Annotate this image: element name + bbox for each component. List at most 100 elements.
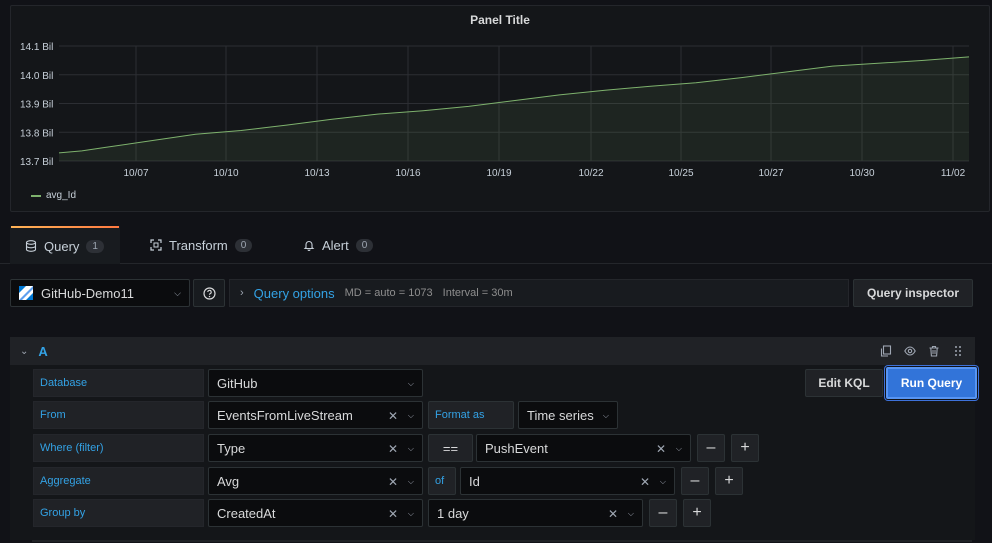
where-value-select[interactable]: PushEvent ✕ ⌵	[476, 434, 691, 462]
x-tick-label: 10/19	[486, 168, 511, 179]
group-by-interval-value: 1 day	[437, 505, 469, 521]
max-data-points: MD = auto = 1073	[344, 287, 433, 299]
x-tick-label: 10/16	[395, 168, 420, 179]
y-tick-label: 14.0 Bil	[20, 71, 53, 82]
x-tick-label: 10/13	[304, 168, 329, 179]
aggregate-select[interactable]: Avg ✕ ⌵	[208, 467, 423, 495]
remove-group-by-button[interactable]: –	[649, 499, 677, 527]
tab-transform-count: 0	[234, 238, 253, 252]
from-label: From	[33, 401, 204, 429]
add-group-by-button[interactable]: +	[683, 499, 711, 527]
tab-alert-label: Alert	[322, 237, 349, 253]
where-column-value: Type	[217, 440, 246, 456]
tab-transform[interactable]: Transform 0	[150, 226, 253, 264]
question-circle-icon	[202, 286, 216, 300]
where-value: PushEvent	[485, 440, 548, 456]
run-query-button[interactable]: Run Query	[886, 367, 977, 399]
chevron-down-icon: ⌵	[407, 411, 414, 420]
chevron-down-icon: ⌵	[627, 509, 634, 518]
of-label: of	[428, 467, 456, 495]
bell-icon	[303, 241, 315, 251]
legend-label-avg-id[interactable]: avg_Id	[46, 190, 77, 201]
transform-icon	[150, 239, 162, 251]
legend-swatch	[31, 194, 41, 197]
chevron-down-icon: ⌵	[675, 444, 682, 453]
tab-query[interactable]: Query 1	[10, 226, 120, 264]
x-tick-label: 10/30	[849, 168, 874, 179]
editor-bottom-border	[32, 540, 972, 542]
x-tick-label: 10/22	[578, 168, 603, 179]
interval-value: Interval = 30m	[442, 287, 513, 299]
of-column-select[interactable]: Id ✕ ⌵	[460, 467, 675, 495]
duplicate-icon[interactable]	[879, 344, 893, 358]
edit-kql-button[interactable]: Edit KQL	[805, 369, 883, 397]
add-aggregate-button[interactable]: +	[715, 467, 743, 495]
x-tick-label: 10/07	[123, 168, 148, 179]
chevron-down-icon: ⌵	[407, 444, 414, 453]
group-by-value: CreatedAt	[217, 505, 276, 521]
plus-icon: +	[724, 472, 734, 489]
collapse-icon[interactable]: ⌄	[20, 345, 29, 357]
tab-alert-count: 0	[355, 238, 374, 252]
clear-icon[interactable]: ✕	[607, 507, 618, 521]
query-options-label[interactable]: Query options	[253, 285, 335, 301]
chevron-down-icon: ⌵	[407, 477, 414, 486]
chevron-down-icon: ⌵	[602, 411, 609, 420]
clear-icon[interactable]: ✕	[387, 409, 398, 423]
x-tick-label: 10/27	[758, 168, 783, 179]
legend[interactable]: avg_Id	[31, 190, 76, 201]
group-by-label: Group by	[33, 499, 204, 527]
format-as-select[interactable]: Time series ⌵	[518, 401, 618, 429]
plus-icon: +	[692, 504, 702, 521]
series-line-avg-id	[58, 56, 970, 154]
database-select[interactable]: GitHub ⌵	[208, 369, 423, 397]
tab-alert[interactable]: Alert 0	[303, 226, 374, 264]
database-label: Database	[33, 369, 204, 397]
chevron-down-icon: ⌵	[659, 477, 666, 486]
chevron-down-icon: ⌵	[407, 379, 414, 388]
clear-icon[interactable]: ✕	[387, 442, 398, 456]
database-icon	[25, 240, 37, 252]
minus-icon: –	[658, 504, 668, 521]
database-value: GitHub	[217, 375, 258, 391]
format-as-value: Time series	[527, 407, 594, 423]
from-select[interactable]: EventsFromLiveStream ✕ ⌵	[208, 401, 423, 429]
aggregate-value: Avg	[217, 473, 240, 489]
trash-icon[interactable]	[927, 344, 941, 358]
from-value: EventsFromLiveStream	[217, 407, 353, 423]
series-area-avg-id	[59, 56, 969, 161]
where-filter-label: Where (filter)	[33, 434, 204, 462]
tab-query-label: Query	[44, 238, 80, 254]
group-by-interval-select[interactable]: 1 day ✕ ⌵	[428, 499, 643, 527]
eye-icon[interactable]	[903, 344, 917, 358]
editor-tabs: Query 1 Transform 0 Alert 0	[0, 226, 992, 264]
x-tick-label: 11/02	[941, 168, 966, 179]
panel-title[interactable]: Panel Title	[470, 13, 530, 27]
help-button[interactable]	[193, 279, 225, 307]
clear-icon[interactable]: ✕	[639, 475, 650, 489]
datasource-picker[interactable]: GitHub-Demo11 ⌵	[10, 279, 190, 307]
tab-transform-label: Transform	[169, 237, 228, 253]
y-tick-label: 14.1 Bil	[20, 42, 53, 53]
y-tick-label: 13.9 Bil	[20, 100, 53, 111]
y-tick-label: 13.8 Bil	[20, 128, 53, 139]
x-tick-label: 10/10	[213, 168, 238, 179]
query-row-actions	[879, 344, 965, 358]
clear-icon[interactable]: ✕	[655, 442, 666, 456]
add-filter-button[interactable]: +	[731, 434, 759, 462]
query-inspector-button[interactable]: Query inspector	[853, 279, 973, 307]
drag-handle-icon[interactable]	[951, 344, 965, 358]
clear-icon[interactable]: ✕	[387, 475, 398, 489]
group-by-select[interactable]: CreatedAt ✕ ⌵	[208, 499, 423, 527]
query-options-bar[interactable]: › Query options MD = auto = 1073 Interva…	[229, 279, 849, 307]
where-column-select[interactable]: Type ✕ ⌵	[208, 434, 423, 462]
remove-aggregate-button[interactable]: –	[681, 467, 709, 495]
clear-icon[interactable]: ✕	[387, 507, 398, 521]
where-operator-select[interactable]: ==	[428, 434, 473, 462]
tab-query-count: 1	[86, 239, 104, 253]
of-column-value: Id	[469, 473, 480, 489]
chevron-right-icon: ›	[240, 287, 244, 299]
query-letter[interactable]: A	[38, 343, 48, 359]
datasource-logo-icon	[19, 286, 33, 300]
remove-filter-button[interactable]: –	[697, 434, 725, 462]
